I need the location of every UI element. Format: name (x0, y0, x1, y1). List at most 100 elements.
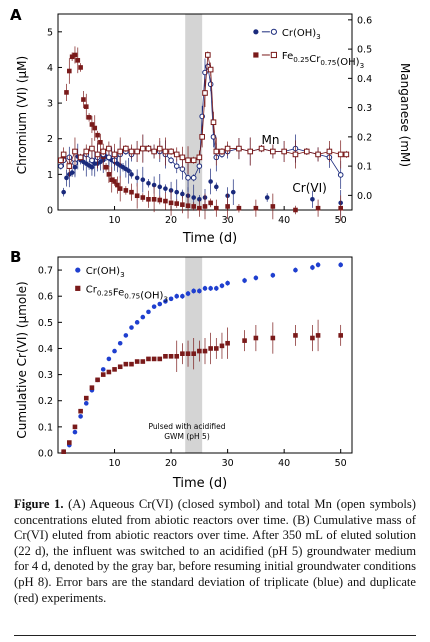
data-point (58, 163, 64, 169)
caption-label: Figure 1. (14, 497, 64, 511)
legend-label-crfe: Cr0.25Fe0.75(OH)3 (86, 284, 168, 303)
legend-marker-crohx3 (253, 29, 259, 35)
data-point (197, 348, 202, 354)
data-point (78, 65, 83, 70)
data-point (208, 179, 213, 184)
data-point (100, 367, 106, 372)
y-tick-label: 2 (47, 134, 53, 145)
data-point (214, 286, 219, 291)
data-point (98, 139, 103, 145)
data-point (208, 286, 213, 291)
data-point (173, 151, 180, 158)
data-point (236, 145, 242, 152)
series-3 (58, 51, 350, 177)
data-point (202, 90, 208, 96)
data-point (106, 154, 112, 161)
data-point (163, 299, 168, 304)
data-point (338, 205, 343, 211)
data-point (58, 157, 64, 164)
data-point (225, 204, 230, 209)
data-point (242, 278, 247, 283)
data-point (134, 175, 140, 181)
data-point (109, 177, 115, 183)
data-point (197, 205, 202, 211)
data-point (247, 148, 254, 155)
data-point (69, 54, 75, 60)
data-point (168, 354, 174, 359)
data-point (190, 157, 197, 164)
legend-label-crohx3: Cr(OH)3 (282, 28, 321, 41)
data-point (196, 154, 203, 161)
data-point (111, 151, 118, 158)
data-point (205, 52, 211, 58)
legend-text-part: Cr (86, 284, 98, 295)
data-point (156, 145, 163, 152)
y-tick-label: 0.2 (38, 396, 53, 407)
series-1 (61, 319, 343, 454)
panel-a-y-axis-label: Chromium (VI) (μM) (15, 56, 29, 174)
data-point (146, 197, 151, 202)
panel-a-annotation-mn: Mn (262, 133, 280, 147)
legend-subscript: 0.25 (97, 288, 113, 297)
data-point (140, 145, 146, 152)
x-tick-label: 30 (222, 215, 234, 226)
data-point (123, 361, 129, 367)
data-point (230, 189, 236, 195)
data-point (106, 172, 112, 177)
data-point (315, 333, 321, 338)
data-point (129, 325, 134, 330)
data-point (326, 148, 333, 155)
bottom-rule (14, 635, 416, 636)
data-point (78, 414, 83, 419)
data-point (225, 340, 230, 346)
data-point (123, 188, 129, 193)
data-point (112, 179, 117, 184)
data-point (236, 205, 242, 211)
data-point (191, 351, 196, 356)
data-point (191, 204, 196, 209)
y2-tick-label: 0.1 (357, 162, 372, 173)
data-point (292, 151, 299, 158)
y-tick-label: 4 (47, 63, 53, 74)
data-point (281, 148, 287, 155)
y2-tick-label: 0.2 (357, 132, 372, 143)
data-point (190, 175, 197, 181)
data-point (64, 175, 69, 181)
data-point (253, 335, 259, 341)
data-point (264, 195, 270, 200)
data-point (191, 288, 196, 294)
data-point (338, 333, 343, 338)
legend-text-part: Cr(OH) (282, 28, 316, 39)
data-point (157, 301, 163, 307)
legend-subscript: 3 (163, 294, 168, 303)
data-point (174, 354, 180, 359)
legend-text-part: (OH) (140, 290, 163, 301)
data-point (219, 148, 225, 155)
legend-text-part: (OH) (336, 57, 359, 68)
data-point (270, 335, 276, 341)
y-tick-label: 0 (47, 206, 53, 217)
data-point (117, 364, 123, 370)
panel-b-annotation-line-1: Pulsed with acidified (149, 422, 226, 431)
data-point (129, 172, 134, 177)
data-point (197, 197, 202, 202)
data-point (140, 177, 146, 183)
data-point (123, 145, 129, 152)
data-point (197, 288, 202, 294)
data-point (214, 346, 219, 351)
x-tick-label: 40 (278, 458, 290, 469)
data-point (75, 58, 81, 63)
panel-a-annotation-crvi: Cr(VI) (292, 181, 326, 195)
figure-caption: Figure 1. (A) Aqueous Cr(VI) (closed sym… (14, 497, 416, 606)
data-point (61, 189, 66, 195)
data-point (106, 369, 112, 375)
data-point (224, 145, 231, 152)
y-tick-label: 3 (47, 99, 53, 110)
data-point (253, 205, 259, 211)
y-tick-label: 0.6 (38, 292, 53, 303)
x-tick-label: 10 (108, 215, 120, 226)
data-point (163, 354, 168, 359)
data-point (112, 348, 117, 354)
data-point (270, 148, 276, 155)
